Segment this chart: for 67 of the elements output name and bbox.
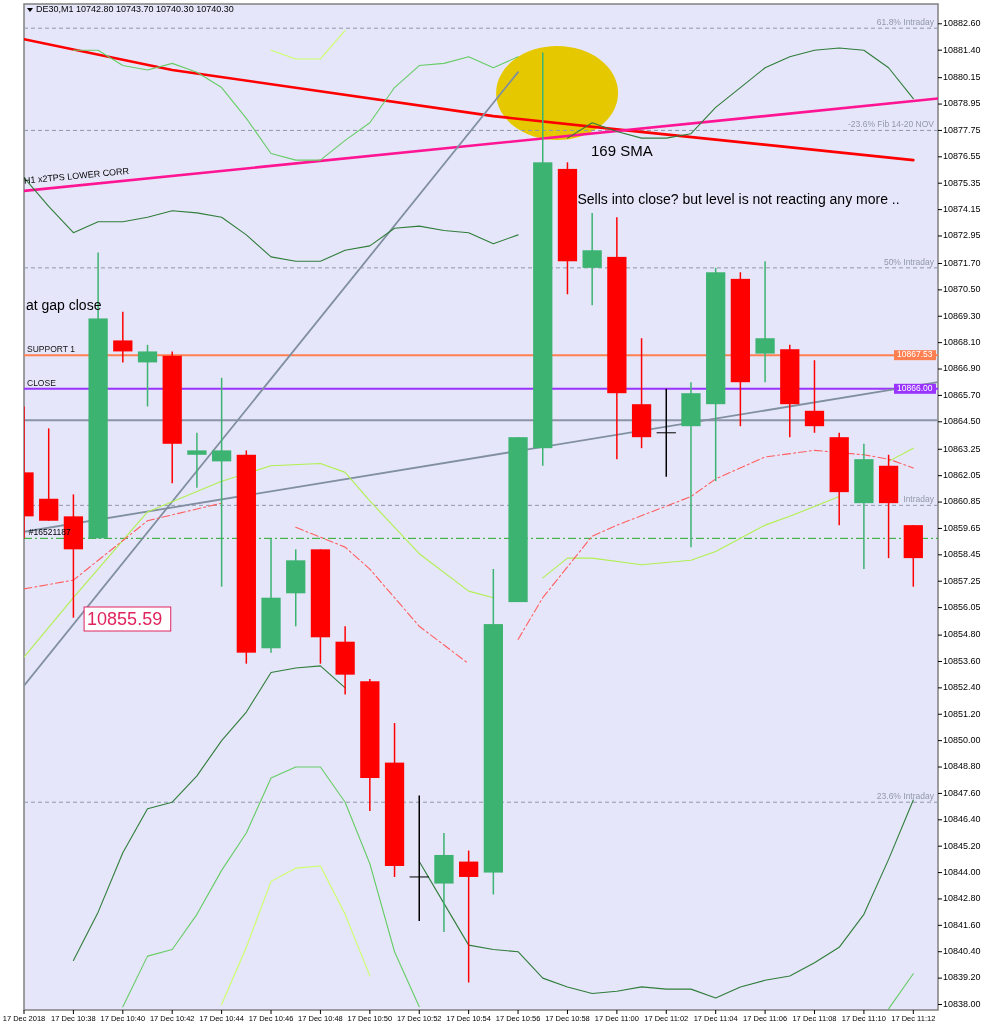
y-tick-label: 10880.15 — [943, 72, 981, 83]
candlestick — [459, 849, 479, 984]
ref-line-label: 23.6% Intraday — [876, 791, 935, 802]
annotation: H1 x2TPS LOWER CORR — [23, 165, 130, 186]
ref-line-label: 50% Intraday — [883, 256, 935, 267]
y-tick-label: 10866.90 — [943, 363, 981, 374]
y-tick-label: 10858.45 — [943, 549, 981, 560]
candlestick — [39, 427, 59, 522]
y-tick-label: 10841.60 — [943, 919, 981, 930]
y-tick-label: 10856.05 — [943, 601, 981, 612]
candlestick — [804, 359, 825, 434]
y-tick-label: 10876.55 — [943, 151, 981, 162]
y-tick-label: 10839.20 — [943, 972, 981, 983]
y-tick-label: 10864.50 — [943, 416, 981, 427]
line-series — [122, 766, 420, 1008]
y-tick-label: 10852.40 — [943, 682, 981, 693]
ref-line-label: Intraday — [903, 494, 935, 505]
y-tick-label: 10871.70 — [943, 257, 981, 268]
y-tick-label: 10845.20 — [943, 840, 981, 851]
y-tick-label: 10844.00 — [943, 866, 981, 877]
ref-line-label: -23.6% Fib 14-20 NOV — [848, 119, 935, 130]
candlestick — [755, 260, 775, 383]
y-tick-label: 10863.25 — [943, 443, 981, 454]
chart-title: DE30,M1 10742.80 10743.70 10740.30 10740.30 — [36, 4, 234, 14]
candlestick — [582, 212, 602, 306]
candlestick — [113, 311, 133, 364]
y-tick-label: 10875.35 — [943, 177, 981, 188]
annotation: 10867.53 — [897, 349, 933, 360]
y-tick-label: 10872.95 — [943, 230, 981, 241]
y-tick-label: 10874.15 — [943, 203, 981, 214]
y-tick-label: 10857.25 — [943, 575, 981, 586]
line-series — [221, 865, 371, 1006]
y-tick-label: 10851.20 — [943, 708, 981, 719]
ref-line-label: CLOSE — [27, 377, 57, 388]
y-tick-label: 10848.80 — [943, 761, 981, 772]
y-tick-label: 10840.40 — [943, 946, 981, 957]
y-tick-label: 10882.60 — [943, 18, 981, 29]
y-tick-label: 10846.40 — [943, 814, 981, 825]
annotation: 10855.59 — [87, 609, 163, 630]
y-tick-label: 10850.00 — [943, 735, 981, 746]
ref-line-label: SUPPORT 1 — [27, 344, 76, 355]
annotation: 10866.00 — [897, 383, 933, 394]
candlestick — [211, 377, 232, 588]
y-tick-label: 10854.80 — [943, 629, 981, 640]
candlestick — [137, 344, 158, 408]
y-tick-label: 10838.00 — [943, 998, 981, 1009]
line-series — [72, 49, 519, 161]
annotation: Sells into close? but level is not reacting any more .. — [577, 190, 900, 207]
ref-line-label: 61.8% Intraday — [876, 17, 935, 28]
y-tick-label: 10877.75 — [943, 124, 981, 135]
y-tick-label: 10853.60 — [943, 655, 981, 666]
y-tick-label: 10881.40 — [943, 44, 981, 55]
y-tick-label: 10869.30 — [943, 310, 981, 321]
candlestick — [409, 794, 430, 922]
y-tick-label: 10842.80 — [943, 893, 981, 904]
candlestick — [656, 388, 677, 478]
y-tick-label: 10870.50 — [943, 284, 981, 295]
y-tick-label: 10878.95 — [943, 98, 981, 109]
candlestick — [187, 432, 207, 489]
y-tick-label: 10847.60 — [943, 787, 981, 798]
y-tick-label: 10862.05 — [943, 470, 981, 481]
y-tick-label: 10868.10 — [943, 337, 981, 348]
y-tick-label: 10865.70 — [943, 389, 981, 400]
line-series — [24, 37, 915, 162]
y-tick-label: 10859.65 — [943, 522, 981, 533]
y-tick-label: 10860.85 — [943, 496, 981, 507]
annotation: 169 SMA — [591, 141, 653, 159]
